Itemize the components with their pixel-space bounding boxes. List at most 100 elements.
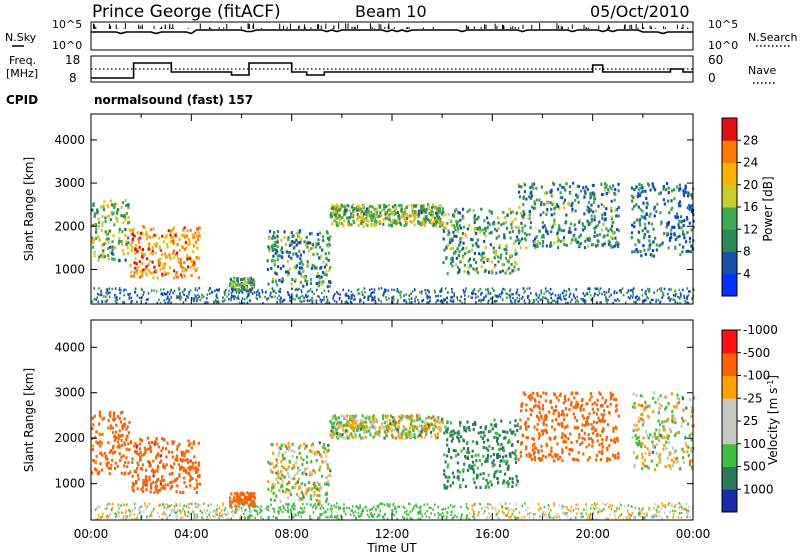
echo-cell [473,214,477,218]
echo-cell [638,222,642,226]
echo-cell [609,438,613,442]
echo-cell [111,240,114,244]
ground-scatter-cell [168,292,171,296]
echo-cell [514,239,517,243]
echo-cell [273,465,276,469]
echo-cell [568,447,571,451]
echo-cell [350,212,353,216]
ground-scatter-cell [374,301,377,305]
colorbar-swatch [722,207,737,230]
echo-cell [652,410,655,414]
ground-scatter-cell [316,295,319,298]
echo-cell [588,398,591,402]
ground-scatter-cell [632,291,634,294]
echo-cell [118,429,121,433]
echo-cell [129,470,132,474]
echo-cell [286,482,289,486]
ground-scatter-cell [180,296,183,299]
echo-cell [545,229,548,233]
echo-cell [101,453,104,457]
echo-cell [241,278,244,282]
echo-cell [530,205,534,209]
echo-cell [399,223,403,227]
echo-cell [143,479,147,483]
echo-cell [682,189,685,193]
ground-scatter-cell [364,290,366,294]
echo-cell [370,218,373,222]
echo-cell [421,209,424,213]
echo-cell [423,420,426,424]
echo-cell [372,212,376,216]
echo-cell [385,204,388,208]
ground-scatter-cell [216,300,219,303]
echo-cell [341,204,344,208]
ground-scatter-cell [259,295,261,299]
echo-cell [91,426,94,430]
echo-cell [473,420,477,424]
echo-cell [563,229,566,233]
echo-cell [498,454,501,458]
echo-cell [523,212,526,216]
power-colorbar-label: Power [dB] [761,176,775,241]
echo-cell [601,437,604,441]
echo-cell [335,223,338,227]
ground-scatter-cell [554,294,557,297]
ground-scatter-cell [385,289,387,292]
echo-cell [299,487,302,491]
echo-cell [97,235,100,239]
echo-cell [466,210,469,214]
echo-cell [313,486,316,490]
echo-cell [442,210,445,214]
ground-scatter-cell [342,288,345,292]
echo-cell [503,449,506,453]
echo-cell [152,480,155,484]
echo-cell [552,182,556,186]
echo-cell [605,438,608,442]
ground-scatter-cell [516,296,518,300]
echo-cell [248,277,251,281]
echo-cell [139,231,143,235]
echo-cell [520,221,523,225]
echo-cell [319,465,322,469]
echo-cell [352,209,355,213]
ground-scatter-cell [576,299,579,302]
echo-cell [537,416,540,420]
echo-cell [443,453,446,457]
echo-cell [331,433,334,437]
echo-cell [346,424,349,428]
ground-scatter-cell [400,290,402,294]
echo-cell [474,260,478,264]
echo-cell [116,217,119,221]
echo-cell [391,205,395,209]
echo-cell [344,423,347,427]
echo-cell [247,289,250,293]
echo-cell [648,239,651,243]
ground-scatter-cell [569,293,571,296]
echo-cell [575,419,579,423]
echo-cell [310,487,313,491]
echo-cell [146,436,149,440]
ground-scatter-cell [618,299,620,303]
echo-cell [149,228,153,232]
echo-cell [528,455,531,459]
echo-cell [287,236,290,240]
echo-cell [574,391,578,395]
echo-cell [639,250,642,254]
ground-scatter-cell [668,298,671,301]
echo-cell [180,450,183,454]
echo-cell [131,246,134,250]
ground-scatter-cell [686,297,688,301]
echo-cell [652,240,655,244]
ground-scatter-cell [504,288,506,291]
echo-cell [681,447,684,451]
ground-scatter-cell [271,295,273,299]
echo-cell [437,221,440,225]
echo-cell [514,433,517,437]
echo-cell [253,496,257,500]
ground-scatter-cell [599,301,602,304]
ground-scatter-cell [646,287,649,291]
echo-cell [338,424,341,428]
echo-cell [613,198,616,202]
echo-cell [185,449,188,453]
echo-cell [280,248,283,252]
